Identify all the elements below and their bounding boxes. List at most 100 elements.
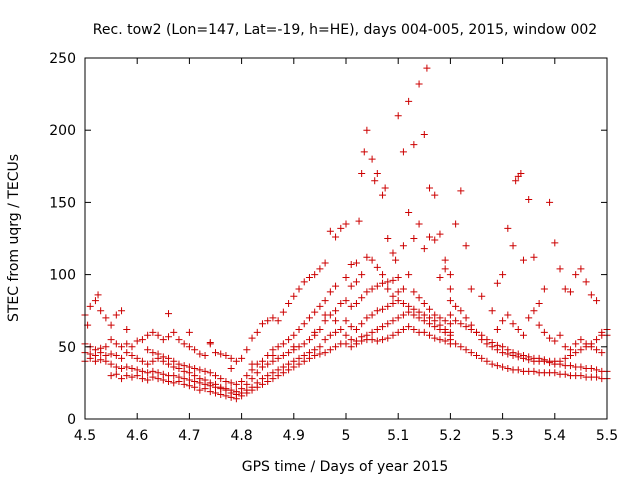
- data-point: [394, 297, 402, 305]
- data-point: [384, 334, 392, 342]
- data-point: [363, 288, 371, 296]
- data-point: [368, 311, 376, 319]
- data-point: [238, 354, 246, 362]
- data-point: [441, 337, 449, 345]
- y-tick-label: 200: [49, 123, 76, 139]
- data-point: [355, 217, 363, 225]
- x-tick-label: 4.9: [283, 428, 305, 444]
- data-point: [144, 360, 152, 368]
- data-point: [540, 328, 548, 336]
- data-point: [295, 285, 303, 293]
- data-point: [551, 369, 559, 377]
- data-point: [170, 372, 178, 380]
- data-point: [175, 360, 183, 368]
- data-point: [217, 390, 225, 398]
- data-point: [185, 382, 193, 390]
- data-point: [405, 271, 413, 279]
- data-point: [102, 343, 110, 351]
- data-point: [389, 299, 397, 307]
- data-point: [441, 328, 449, 336]
- data-point: [446, 271, 454, 279]
- data-point: [149, 328, 157, 336]
- data-point: [347, 323, 355, 331]
- data-point: [107, 336, 115, 344]
- data-point: [446, 311, 454, 319]
- data-point: [389, 292, 397, 300]
- y-axis-label: STEC from uqrg / TECUs: [6, 154, 22, 322]
- data-point: [546, 334, 554, 342]
- data-point: [264, 377, 272, 385]
- x-tick-label: 5.4: [544, 428, 566, 444]
- data-point: [379, 191, 387, 199]
- data-point: [107, 360, 115, 368]
- data-point: [384, 302, 392, 310]
- data-point: [488, 307, 496, 315]
- data-point: [279, 351, 287, 359]
- data-point: [138, 367, 146, 375]
- data-point: [566, 288, 574, 296]
- data-point: [426, 305, 434, 313]
- data-point: [238, 392, 246, 400]
- data-point: [248, 334, 256, 342]
- data-point: [274, 343, 282, 351]
- data-point: [389, 276, 397, 284]
- data-point: [598, 349, 606, 357]
- data-point: [572, 271, 580, 279]
- data-point: [311, 328, 319, 336]
- data-point: [373, 282, 381, 290]
- data-point: [138, 357, 146, 365]
- data-point: [410, 141, 418, 149]
- data-point: [462, 323, 470, 331]
- data-point: [300, 340, 308, 348]
- data-point: [467, 285, 475, 293]
- data-point: [86, 302, 94, 310]
- data-point: [423, 64, 431, 72]
- data-point: [358, 294, 366, 302]
- data-point: [253, 383, 261, 391]
- data-point: [232, 357, 240, 365]
- data-point: [431, 311, 439, 319]
- data-point: [478, 354, 486, 362]
- data-point: [97, 356, 105, 364]
- data-point: [514, 325, 522, 333]
- data-point: [149, 357, 157, 365]
- data-point: [358, 337, 366, 345]
- data-point: [144, 346, 152, 354]
- data-point: [342, 297, 350, 305]
- data-point: [384, 285, 392, 293]
- data-point: [165, 377, 173, 385]
- data-point: [227, 379, 235, 387]
- data-point: [112, 311, 120, 319]
- data-point: [196, 386, 204, 394]
- data-point: [191, 346, 199, 354]
- data-point: [525, 314, 533, 322]
- data-point: [128, 373, 136, 381]
- data-point: [410, 288, 418, 296]
- data-point: [519, 331, 527, 339]
- data-point: [373, 307, 381, 315]
- data-point: [436, 230, 444, 238]
- data-point: [593, 336, 601, 344]
- data-point: [436, 325, 444, 333]
- data-point: [316, 350, 324, 358]
- data-point: [405, 209, 413, 217]
- x-tick-label: 5.3: [491, 428, 513, 444]
- data-point: [154, 331, 162, 339]
- data-point: [196, 350, 204, 358]
- data-point: [593, 346, 601, 354]
- data-point: [493, 279, 501, 287]
- data-point: [358, 170, 366, 178]
- data-point: [253, 369, 261, 377]
- data-point: [316, 325, 324, 333]
- data-point: [384, 320, 392, 328]
- data-point: [577, 265, 585, 273]
- data-point: [368, 336, 376, 344]
- data-point: [379, 336, 387, 344]
- data-point: [91, 357, 99, 365]
- data-point: [243, 372, 251, 380]
- x-tick-label: 4.7: [178, 428, 200, 444]
- data-point: [488, 338, 496, 346]
- data-point: [347, 282, 355, 290]
- data-point: [405, 308, 413, 316]
- data-point: [452, 220, 460, 228]
